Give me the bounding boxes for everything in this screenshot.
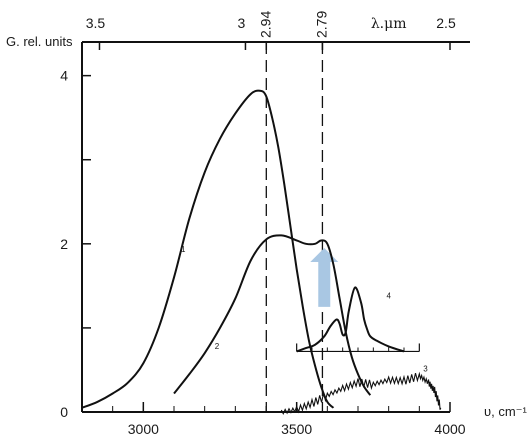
x-axis-label: υ, cm⁻¹	[484, 404, 527, 419]
series-2-line	[173, 234, 372, 396]
x-tick-label: 4000	[434, 421, 465, 435]
series-label: 2	[215, 342, 220, 351]
y-tick-label: 0	[60, 404, 68, 420]
labels: G. rel. units υ, cm⁻¹ λ.μm	[6, 16, 527, 419]
series-label: 1	[181, 245, 186, 254]
top-tick-label: 3.5	[86, 15, 106, 31]
series-3-line	[280, 371, 442, 415]
series-label: 3	[423, 365, 428, 374]
series-1-line	[81, 89, 335, 409]
x-tick-label: 3000	[128, 421, 159, 435]
top-tick-label: 2.79	[313, 11, 329, 38]
annotation-arrow	[310, 248, 339, 307]
series-layer: 1 2 3 4	[81, 89, 442, 415]
y-axis-label: G. rel. units	[6, 34, 73, 49]
top-tick-label: 3	[238, 15, 246, 31]
y-tick-label: 4	[60, 68, 68, 84]
top-tick-label: 2.5	[436, 15, 456, 31]
reference-lines	[265, 42, 420, 412]
x-tick-label: 3500	[281, 421, 312, 435]
axes: 0 2 4 3000 3500 4000 3.5 3 2.94 2.79 2.5	[60, 11, 470, 435]
series-4-line	[296, 286, 405, 353]
series-label: 4	[386, 291, 391, 300]
top-axis-label: λ.μm	[371, 16, 407, 32]
y-tick-label: 2	[60, 236, 68, 252]
top-tick-label: 2.94	[257, 11, 273, 38]
